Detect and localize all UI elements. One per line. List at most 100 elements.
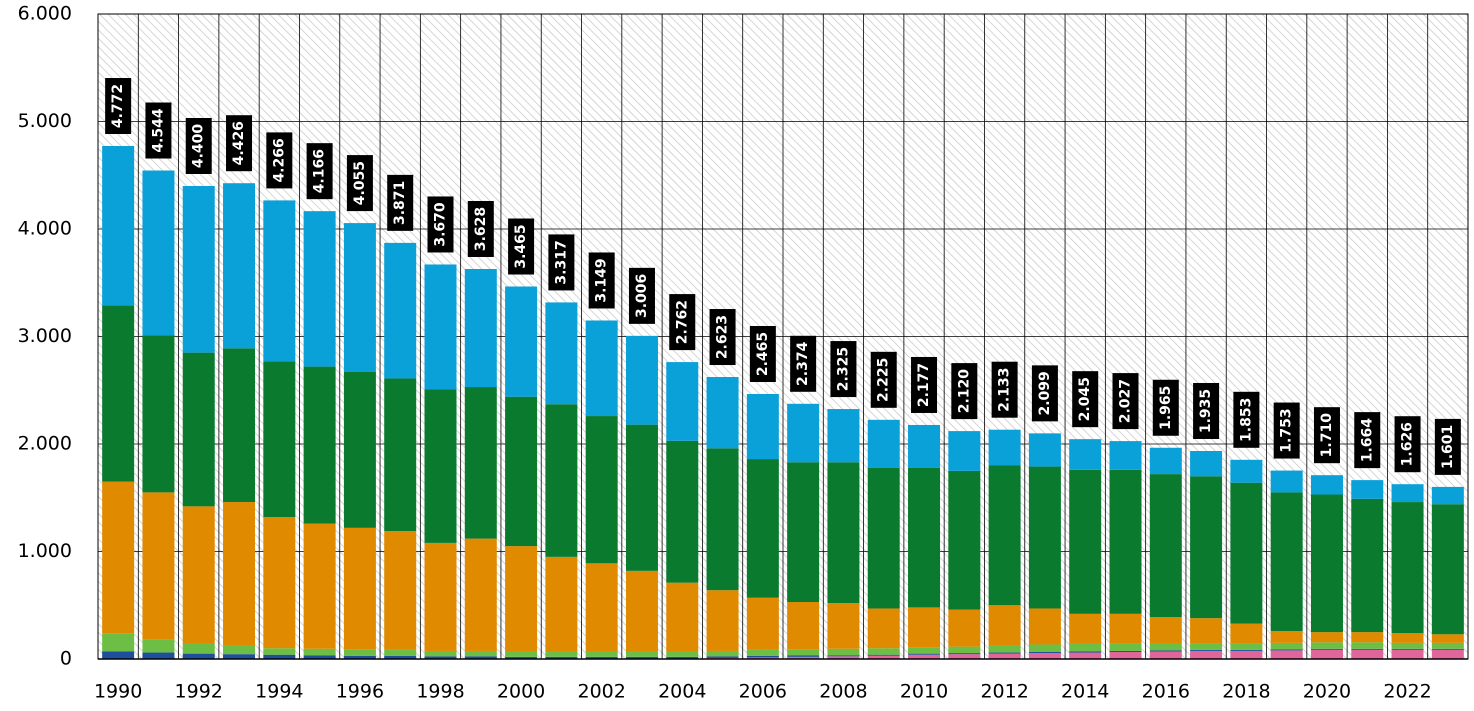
bar-segment [948,609,981,647]
bar-segment [464,268,497,388]
x-tick-label: 1996 [336,681,384,703]
x-tick-label: 2016 [1142,681,1190,703]
bar-segment [1431,486,1464,505]
bar-segment [1391,642,1424,649]
bar-segment [706,448,739,591]
bar-segment [867,648,900,655]
bar-segment [1190,649,1223,651]
bar-segment [1391,649,1424,659]
bar-segment [1230,459,1263,483]
bar-segment [102,305,135,482]
bar-segment [343,649,376,656]
x-tick-label: 2004 [658,681,706,703]
bar-segment [1028,433,1061,467]
total-label: 3.317 [553,240,569,284]
total-label: 2.762 [674,300,690,344]
bar-segment [1109,652,1142,659]
bar-segment [545,656,578,659]
total-label-group: 1.601 [1434,418,1461,475]
total-label-box [628,267,655,324]
bar-segment [787,403,820,463]
total-label: 3.628 [473,207,489,251]
total-label-box [306,143,333,200]
bar-segment [384,655,417,659]
bar-segment [585,651,618,657]
bar-segment [1230,650,1263,659]
bar-segment [1391,484,1424,503]
total-label-group: 1.753 [1273,402,1300,459]
total-label-group: 3.670 [427,196,454,253]
bar-segment [1190,618,1223,644]
total-label-group: 2.465 [749,326,776,383]
total-label-group: 4.055 [346,155,373,212]
total-label: 4.400 [191,124,207,169]
bar-segment [1109,613,1142,644]
x-tick-label: 1998 [416,681,464,703]
bar-segment [1109,469,1142,614]
bar-segment [1230,643,1263,650]
total-label-box [145,102,172,159]
bar-segment [988,605,1021,646]
total-label-group: 4.166 [306,143,333,200]
total-label-group: 2.325 [830,341,857,398]
total-label-group: 2.225 [870,351,897,408]
bar-segment [343,527,376,650]
total-label-box [105,78,132,135]
bar-segment [706,650,739,657]
total-label-group: 1.935 [1193,382,1220,439]
bar-segment [505,286,538,397]
bar-segment [1149,447,1182,475]
total-label-box [1394,416,1421,473]
total-label-box [669,294,696,351]
bar-segment [1351,632,1384,643]
bar-segment [1351,642,1384,649]
bar-segment [464,656,497,659]
bar-segment [1028,608,1061,645]
bar-segment [102,633,135,652]
bar-segment [303,523,336,649]
bar-segment [102,146,135,306]
total-label-group: 2.027 [1112,373,1139,430]
total-label: 2.465 [755,332,771,376]
bar-segment [867,654,900,656]
bar-segment [787,602,820,650]
bar-segment [545,556,578,652]
bar-segment [424,656,457,659]
bar-segment [1431,642,1464,649]
bar-segment [867,608,900,649]
total-label-box [226,115,253,172]
total-label-group: 2.120 [951,363,978,420]
bar-segment [545,404,578,557]
bar-segment [384,649,417,656]
x-tick-label: 2022 [1383,681,1431,703]
bar-segment [585,656,618,659]
bar-segment [1190,476,1223,619]
total-label-group: 4.400 [185,118,212,174]
bar-segment [625,335,658,425]
bar-segment [1149,650,1182,652]
total-label: 1.753 [1279,408,1295,452]
bar-segment [1270,650,1303,659]
total-label-group: 1.626 [1394,416,1421,473]
total-label-group: 2.045 [1072,371,1099,428]
bar-segment [827,655,860,657]
total-label-box [1354,412,1381,469]
bar-segment [1190,650,1223,659]
bar-segment [827,409,860,463]
total-label-box [185,118,212,174]
bar-segment [1310,475,1343,495]
y-tick-label: 0 [60,648,72,670]
bar-segment [827,603,860,649]
total-label-box [387,174,414,231]
bar-segment [1351,648,1384,650]
bar-segment [1351,649,1384,659]
bar-segment [1028,466,1061,609]
bar-segment [666,656,699,659]
total-label-group: 4.426 [226,115,253,172]
bar-segment [988,465,1021,606]
x-tick-label: 2000 [497,681,545,703]
x-tick-label: 2018 [1222,681,1270,703]
bar-segment [263,517,296,649]
bar-segment [142,652,175,659]
